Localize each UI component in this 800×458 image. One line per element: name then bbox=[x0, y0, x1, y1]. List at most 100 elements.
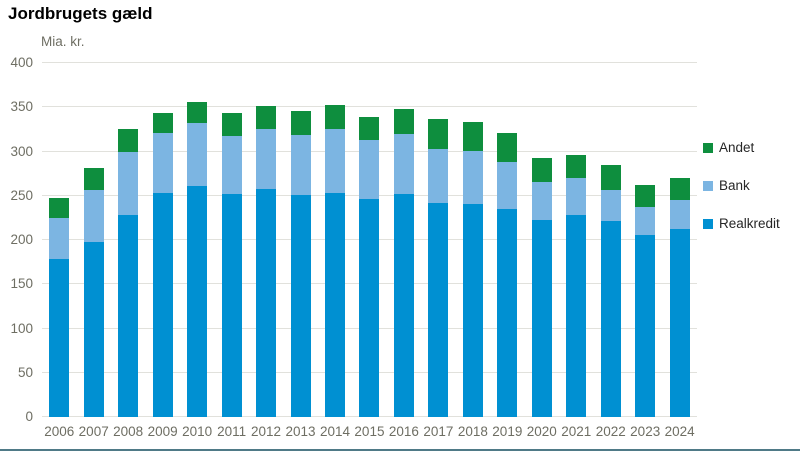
bar-segment-2020-bank bbox=[531, 181, 552, 220]
bar-segment-2022-realkredit bbox=[600, 221, 621, 417]
bar-segment-2012-andet bbox=[256, 105, 277, 130]
bar-segment-2014-andet bbox=[324, 104, 345, 130]
bar-segment-2009-realkredit bbox=[152, 193, 173, 417]
bar-slot-2008 bbox=[111, 63, 145, 417]
x-tick-label-2016: 2016 bbox=[388, 424, 419, 439]
bar-segment-2017-realkredit bbox=[428, 202, 449, 417]
bar-segment-2007-andet bbox=[83, 168, 104, 190]
bar-slot-2016 bbox=[387, 63, 421, 417]
y-axis-tick-labels: 400 350 300 250 200 150 100 50 0 bbox=[0, 55, 36, 424]
bar-slot-2014 bbox=[318, 63, 352, 417]
bar-segment-2015-realkredit bbox=[359, 199, 380, 417]
bar-segment-2010-andet bbox=[187, 101, 208, 124]
bar-2014 bbox=[324, 104, 345, 417]
bar-segment-2006-andet bbox=[49, 197, 70, 218]
bar-segment-2013-realkredit bbox=[290, 194, 311, 417]
bar-slot-2020 bbox=[525, 63, 559, 417]
y-tick-label-300: 300 bbox=[10, 143, 33, 159]
x-tick-label-2019: 2019 bbox=[492, 424, 523, 439]
bar-segment-2015-bank bbox=[359, 140, 380, 200]
bar-slot-2017 bbox=[421, 63, 455, 417]
x-tick-label-2015: 2015 bbox=[354, 424, 385, 439]
bar-2013 bbox=[290, 110, 311, 417]
x-axis-tick-labels: 2006 2007 2008 2009 2010 2011 2012 2013 2014 2015… bbox=[42, 424, 697, 439]
x-tick-label-2014: 2014 bbox=[319, 424, 350, 439]
bar-slot-2018 bbox=[456, 63, 490, 417]
bar-segment-2007-realkredit bbox=[83, 241, 104, 417]
x-tick-label-2023: 2023 bbox=[630, 424, 661, 439]
bar-segment-2011-realkredit bbox=[221, 193, 242, 417]
bar-2022 bbox=[600, 164, 621, 417]
y-tick-label-400: 400 bbox=[10, 55, 33, 70]
bar-segment-2012-bank bbox=[256, 129, 277, 189]
y-tick-label-250: 250 bbox=[10, 187, 33, 203]
bar-segment-2016-bank bbox=[393, 133, 414, 194]
legend: Andet Bank Realkredit bbox=[703, 140, 780, 231]
x-tick-label-2024: 2024 bbox=[664, 424, 695, 439]
bar-slot-2011 bbox=[214, 63, 248, 417]
y-tick-label-50: 50 bbox=[17, 364, 33, 380]
bar-segment-2009-bank bbox=[152, 132, 173, 194]
bar-segment-2013-bank bbox=[290, 134, 311, 195]
legend-label-andet: Andet bbox=[719, 140, 755, 155]
bar-2010 bbox=[187, 101, 208, 417]
bar-2024 bbox=[669, 178, 690, 417]
bar-segment-2023-realkredit bbox=[635, 234, 656, 417]
bar-2019 bbox=[497, 132, 518, 417]
x-tick-label-2009: 2009 bbox=[147, 424, 178, 439]
bar-segment-2020-realkredit bbox=[531, 219, 552, 417]
bar-slot-2010 bbox=[180, 63, 214, 417]
bar-segment-2008-realkredit bbox=[118, 215, 139, 417]
x-tick-label-2006: 2006 bbox=[44, 424, 75, 439]
legend-item-realkredit: Realkredit bbox=[703, 216, 780, 231]
legend-swatch-andet bbox=[703, 142, 713, 153]
x-tick-label-2017: 2017 bbox=[423, 424, 454, 439]
bar-slot-2006 bbox=[42, 63, 76, 417]
bar-segment-2018-realkredit bbox=[462, 203, 483, 417]
x-tick-label-2011: 2011 bbox=[217, 424, 247, 439]
bar-2015 bbox=[359, 117, 380, 417]
bar-segment-2022-bank bbox=[600, 189, 621, 222]
bar-2006 bbox=[49, 197, 70, 417]
bar-2007 bbox=[83, 168, 104, 417]
bar-segment-2007-bank bbox=[83, 189, 104, 242]
x-tick-label-2010: 2010 bbox=[182, 424, 213, 439]
bar-segment-2018-bank bbox=[462, 150, 483, 204]
x-tick-label-2021: 2021 bbox=[561, 424, 592, 439]
x-tick-label-2012: 2012 bbox=[251, 424, 282, 439]
gridline-400 bbox=[42, 62, 697, 63]
legend-label-realkredit: Realkredit bbox=[719, 216, 780, 231]
bar-segment-2024-bank bbox=[669, 200, 690, 229]
bar-2016 bbox=[393, 109, 414, 417]
bar-segment-2014-realkredit bbox=[324, 193, 345, 417]
y-tick-label-0: 0 bbox=[25, 409, 33, 424]
bar-2011 bbox=[221, 113, 242, 417]
bar-segment-2013-andet bbox=[290, 110, 311, 135]
bar-slot-2023 bbox=[628, 63, 662, 417]
bar-segment-2016-realkredit bbox=[393, 193, 414, 417]
legend-item-andet: Andet bbox=[703, 140, 780, 155]
bar-2008 bbox=[118, 129, 139, 417]
y-axis-unit-label: Mia. kr. bbox=[41, 34, 85, 49]
legend-item-bank: Bank bbox=[703, 178, 780, 193]
x-tick-label-2022: 2022 bbox=[595, 424, 626, 439]
bar-segment-2017-bank bbox=[428, 148, 449, 203]
bar-segment-2021-bank bbox=[566, 178, 587, 216]
bar-2023 bbox=[635, 185, 656, 417]
x-tick-label-2018: 2018 bbox=[457, 424, 488, 439]
bar-slot-2013 bbox=[283, 63, 317, 417]
bar-segment-2012-realkredit bbox=[256, 188, 277, 417]
bars-layer bbox=[42, 63, 697, 417]
bar-segment-2006-realkredit bbox=[49, 259, 70, 417]
bar-slot-2009 bbox=[145, 63, 179, 417]
bar-segment-2024-realkredit bbox=[669, 228, 690, 417]
y-tick-label-350: 350 bbox=[10, 99, 33, 115]
legend-label-bank: Bank bbox=[719, 178, 750, 193]
bar-segment-2011-bank bbox=[221, 135, 242, 194]
y-tick-label-100: 100 bbox=[10, 320, 33, 336]
y-tick-label-150: 150 bbox=[10, 276, 33, 292]
bar-slot-2015 bbox=[352, 63, 386, 417]
bar-segment-2023-bank bbox=[635, 207, 656, 235]
y-tick-label-200: 200 bbox=[10, 232, 33, 247]
